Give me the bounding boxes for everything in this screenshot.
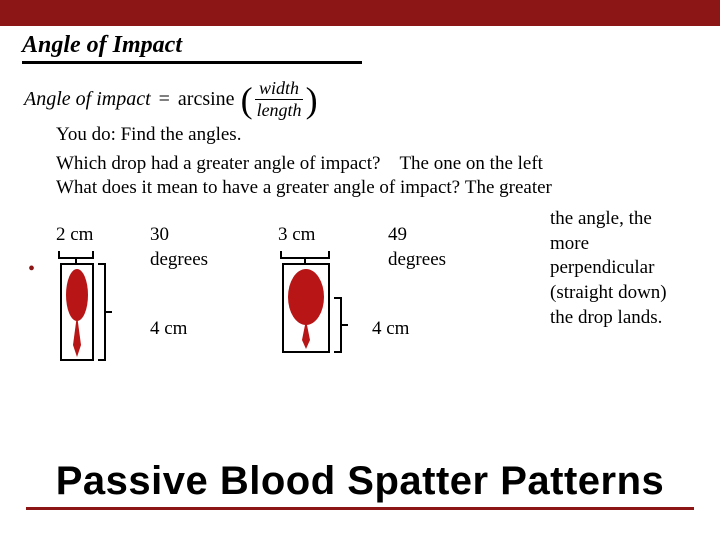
formula-fraction: width length [253,78,306,121]
diagram-area: the angle, the more perpendicular (strai… [56,207,680,397]
formula-func: arcsine [178,88,235,111]
right-drop-icon [284,265,328,351]
left-angle-label: 30 degrees [150,223,230,272]
answer-2-continued: the angle, the more perpendicular (strai… [550,207,680,330]
left-width-bracket [58,251,94,259]
formula-lhs: Angle of impact [24,88,151,111]
left-drop-icon [62,265,92,359]
formula-denominator: length [253,100,306,121]
header-bar [0,0,720,26]
right-drop-box [282,263,330,353]
left-length-bracket [98,263,106,361]
question-1-line: Which drop had a greater angle of impact… [56,152,680,177]
right-length-label: 4 cm [372,317,409,342]
paren-open: ( [241,82,253,118]
formula-equals: = [159,88,170,111]
formula-numerator: width [255,78,303,100]
right-length-bracket [334,297,342,353]
content-area: You do: Find the angles. Which drop had … [0,123,720,397]
right-angle-label: 49 degrees [388,223,468,272]
question-2-line: What does it mean to have a greater angl… [56,176,680,201]
question-1: Which drop had a greater angle of impact… [56,153,380,174]
footer-underline [26,507,694,510]
paren-close: ) [306,82,318,118]
formula: Angle of impact = arcsine ( width length… [0,68,720,123]
instruction-text: You do: Find the angles. [56,123,680,148]
question-2: What does it mean to have a greater angl… [56,177,460,198]
title-underline [22,61,362,64]
answer-2-part: The greater [465,177,552,198]
page-title: Angle of Impact [22,32,698,59]
footer-title: Passive Blood Spatter Patterns [0,459,720,504]
right-width-bracket [280,251,330,259]
left-drop-box [60,263,94,361]
left-width-label: 2 cm [56,223,93,248]
right-width-label: 3 cm [278,223,315,248]
title-section: Angle of Impact [0,26,720,68]
answer-1: The one on the left [399,153,543,174]
left-length-label: 4 cm [150,317,187,342]
